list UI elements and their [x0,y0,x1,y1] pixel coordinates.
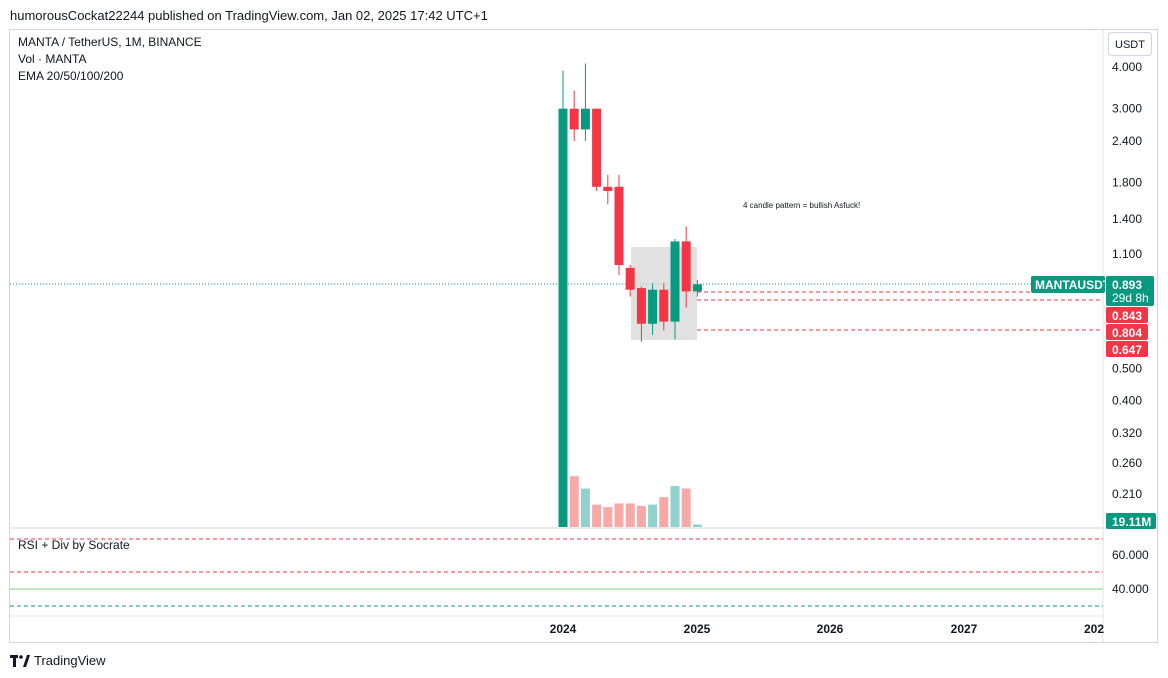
tradingview-logo-icon [10,654,30,667]
ema-legend[interactable]: EMA 20/50/100/200 [18,69,124,83]
candle-body [580,108,590,130]
last-price-text: 0.893 [1112,278,1142,292]
volume-legend[interactable]: Vol · MANTA [18,52,87,66]
volume-bar [692,524,702,527]
currency-unit-button[interactable]: USDT [1108,32,1152,56]
rsi-level-60: 60.000 [1112,548,1149,562]
candle-body [569,108,579,130]
candle-body [592,108,602,187]
price-tick-label: 0.210 [1112,487,1142,501]
symbol-tag-text: MANTAUSDT [1035,278,1111,292]
candle-body [636,288,646,324]
candle-body [692,284,702,292]
time-tick-label: 2026 [817,622,844,636]
rsi-legend[interactable]: RSI + Div by Socrate [18,538,130,552]
candle-body [625,267,635,290]
volume-bars [558,403,702,527]
publish-header: humorousCockat22244 published on Trading… [10,8,488,23]
price-tick-label: 0.260 [1112,456,1142,470]
time-axis-ticks: 2024 2025 2026 2027 202 [550,622,1105,636]
volume-bar [681,488,691,527]
price-tick-label: 1.800 [1112,176,1142,190]
volume-bar [603,507,613,527]
time-tick-label: 202 [1084,622,1104,636]
price-tick-label: 1.400 [1112,212,1142,226]
volume-bar [670,486,680,527]
price-tick-label: 0.500 [1112,361,1142,375]
volume-bar [614,503,624,527]
volume-bar [569,476,579,527]
level-tag-3 [1106,341,1148,357]
volume-bar [592,504,602,527]
candle-body [614,186,624,265]
volume-tag-text: 19.11M [1112,515,1151,529]
footer-brand[interactable]: TradingView [10,653,106,668]
time-tick-label: 2027 [951,622,978,636]
candle-body [681,241,691,292]
level-tag-2-text: 0.804 [1112,326,1142,340]
symbol-tag [1031,276,1105,293]
candle-body [558,108,568,517]
price-tick-label: 4.000 [1112,60,1142,74]
level-tag-3-text: 0.647 [1112,343,1142,357]
volume-tag [1106,513,1156,529]
level-tag-1 [1106,307,1148,323]
candle-body [603,186,613,191]
price-axis-ticks: 4.000 3.000 2.400 1.800 1.400 1.100 0.500 0.400… [1112,60,1142,501]
price-tick-label: 0.400 [1112,394,1142,408]
level-tag-1-text: 0.843 [1112,309,1142,323]
candle-body [659,289,669,322]
rsi-level-40: 40.000 [1112,582,1149,596]
level-tag-2 [1106,324,1148,340]
volume-bar [636,505,646,527]
volume-bar [625,503,635,527]
volume-bar [648,504,658,527]
time-tick-label: 2025 [684,622,711,636]
price-tick-label: 1.100 [1112,247,1142,261]
price-tick-label: 2.400 [1112,134,1142,148]
volume-bar [580,488,590,527]
candles [558,63,702,517]
last-price-tag [1106,276,1154,306]
price-tick-label: 0.320 [1112,426,1142,440]
symbol-legend[interactable]: MANTA / TetherUS, 1M, BINANCE [18,35,202,49]
price-tick-label: 3.000 [1112,102,1142,116]
time-tick-label: 2024 [550,622,577,636]
pattern-annotation[interactable]: 4 candle pattern = bullish Asfuck! [743,201,860,210]
volume-bar [659,497,669,527]
countdown-text: 29d 8h [1112,291,1149,305]
candle-body [648,289,658,324]
footer-brand-text: TradingView [34,653,106,668]
chart-frame [9,29,1158,643]
candle-body [670,241,680,322]
